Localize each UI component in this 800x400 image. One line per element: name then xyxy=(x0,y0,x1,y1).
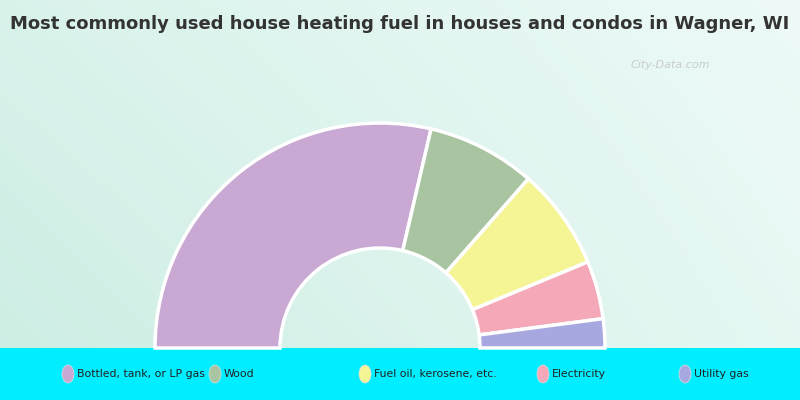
Ellipse shape xyxy=(359,365,371,383)
Ellipse shape xyxy=(679,365,691,383)
Text: City-Data.com: City-Data.com xyxy=(630,60,710,70)
Ellipse shape xyxy=(62,365,74,383)
Text: Most commonly used house heating fuel in houses and condos in Wagner, WI: Most commonly used house heating fuel in… xyxy=(10,15,790,33)
Wedge shape xyxy=(479,319,605,348)
Text: Fuel oil, kerosene, etc.: Fuel oil, kerosene, etc. xyxy=(374,369,497,379)
Text: Bottled, tank, or LP gas: Bottled, tank, or LP gas xyxy=(77,369,205,379)
Wedge shape xyxy=(402,129,528,273)
Ellipse shape xyxy=(537,365,549,383)
Text: Utility gas: Utility gas xyxy=(694,369,749,379)
Text: Wood: Wood xyxy=(224,369,254,379)
Text: Electricity: Electricity xyxy=(552,369,606,379)
Wedge shape xyxy=(446,179,588,310)
Wedge shape xyxy=(472,262,603,335)
Wedge shape xyxy=(155,123,431,348)
Ellipse shape xyxy=(209,365,221,383)
Bar xyxy=(0,348,800,400)
